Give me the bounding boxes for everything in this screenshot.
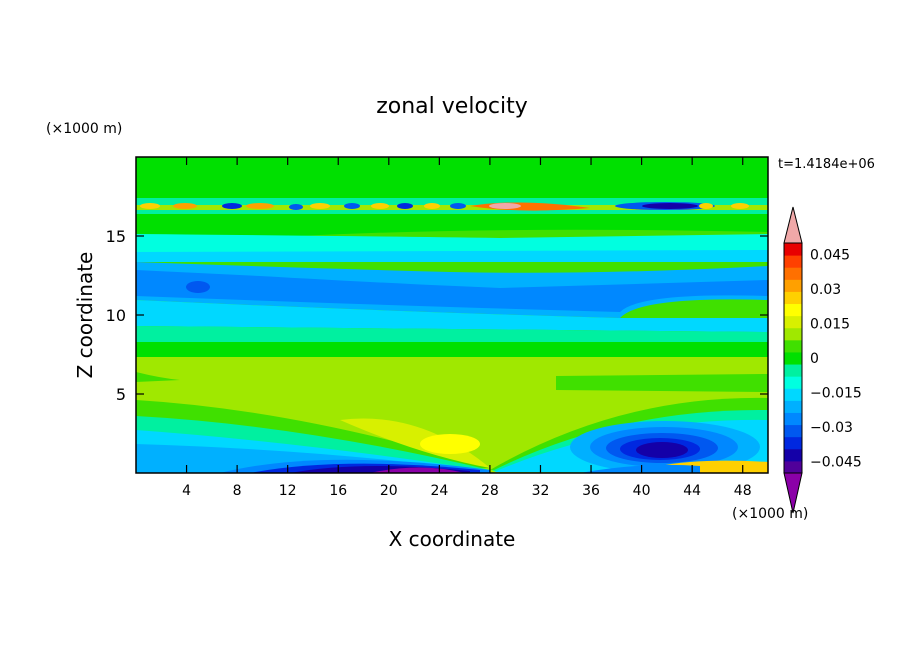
lower-cyan-layer [136,300,768,332]
colorbar-band [784,448,802,462]
colorbar-band [784,243,802,256]
x-tick-label: 40 [633,483,651,499]
green-layer [136,342,768,357]
colorbar: 0.045 0.03 0.015 0 −0.015 −0.03 −0.045 [783,206,862,514]
positive-lobe-core [420,434,480,454]
x-tick-label: 4 [182,483,191,499]
colorbar-band [784,315,802,329]
colorbar-band [784,327,802,341]
colorbar-band [784,376,802,389]
y-ticks: 5 10 15 [106,227,768,404]
teal-layer [136,326,768,346]
light-blue-layer [136,250,768,262]
colorbar-band [784,364,802,377]
colorbar-band [784,291,802,305]
colorbar-tick-label: −0.045 [810,455,862,471]
x-axis-label: X coordinate [389,527,516,551]
time-label: t=1.4184e+06 [778,157,875,172]
right-green-tongue [556,374,768,392]
upper-layer [136,157,768,199]
colorbar-band [784,400,802,413]
colorbar-tick-label: −0.015 [810,386,862,402]
chart-title: zonal velocity [376,94,528,119]
colorbar-tick-label: 0 [810,351,819,367]
colorbar-band [784,424,802,438]
x-tick-label: 48 [734,483,752,499]
x-tick-label: 8 [233,483,242,499]
positive-lobe [340,418,490,468]
colorbar-band [784,255,802,268]
colorbar-band [784,267,802,280]
x-tick-label: 28 [481,483,499,499]
colorbar-extend-top [783,206,803,244]
velocity-field [136,157,768,473]
upper-negative-core [642,203,698,209]
colorbar-band [784,460,802,474]
colorbar-band [784,303,802,317]
jet-layer-blobs [140,203,749,210]
colorbar-tick-label: −0.03 [810,420,853,436]
upper-positive-core [489,203,521,209]
colorbar-band [784,279,802,292]
colorbar-band [784,351,802,365]
x-tick-label: 44 [683,483,701,499]
y-tick-label: 10 [106,306,126,325]
colorbar-tick-label: 0.03 [810,282,841,298]
neg-cell-core [636,442,688,458]
x-tick-label: 36 [582,483,600,499]
y-unit-label: (×1000 m) [46,121,122,137]
surface-jet-core [370,467,465,473]
x-unit-label: (×1000 m) [732,506,808,522]
surface-right-neg [580,464,700,473]
colorbar-band [784,436,802,450]
y-axis-label: Z coordinate [73,252,97,379]
x-tick-label: 24 [430,483,448,499]
sub-jet-layer [136,214,768,236]
mid-negative-core [186,281,210,293]
colorbar-band [784,412,802,426]
colorbar-band [784,339,802,353]
y-tick-label: 5 [116,385,126,404]
left-green-tongue [136,372,180,382]
x-ticks: 4 8 12 16 20 24 28 32 36 40 44 48 [182,157,752,499]
colorbar-frame [783,242,803,474]
x-tick-label: 32 [532,483,550,499]
x-tick-label: 16 [329,483,347,499]
mid-negative-band [136,270,768,312]
y-tick-label: 15 [106,227,126,246]
colorbar-tick-label: 0.045 [810,248,850,264]
colorbar-band [784,388,802,401]
colorbar-tick-label: 0.015 [810,317,850,333]
x-tick-label: 20 [380,483,398,499]
x-tick-label: 12 [279,483,297,499]
